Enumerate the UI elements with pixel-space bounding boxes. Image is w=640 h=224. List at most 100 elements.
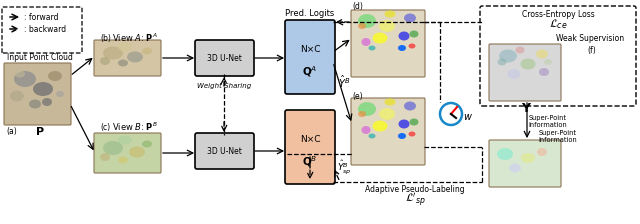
Text: (f): (f) xyxy=(587,45,596,54)
Ellipse shape xyxy=(118,136,132,144)
Text: Super-Point
Information: Super-Point Information xyxy=(529,114,568,127)
FancyBboxPatch shape xyxy=(285,20,335,94)
Ellipse shape xyxy=(537,148,547,156)
Text: (e): (e) xyxy=(352,91,363,101)
Text: View $A$: $\mathbf{P}^A$: View $A$: $\mathbf{P}^A$ xyxy=(112,32,158,44)
Text: Weak Supervision: Weak Supervision xyxy=(556,34,624,43)
FancyBboxPatch shape xyxy=(4,63,71,125)
Ellipse shape xyxy=(14,71,36,87)
Ellipse shape xyxy=(385,99,396,106)
Text: $\mathbf{Y}$: $\mathbf{Y}$ xyxy=(522,101,532,114)
Ellipse shape xyxy=(362,38,371,46)
Text: 3D U-Net: 3D U-Net xyxy=(207,54,241,62)
Text: $\mathbf{Q}^B$: $\mathbf{Q}^B$ xyxy=(302,155,317,169)
Text: (b): (b) xyxy=(100,34,111,43)
Ellipse shape xyxy=(499,50,517,62)
Ellipse shape xyxy=(508,69,520,79)
Ellipse shape xyxy=(385,11,396,17)
Text: $\hat{Y}^B_{sp}$: $\hat{Y}^B_{sp}$ xyxy=(337,158,351,176)
Text: Cross-Entropy Loss: Cross-Entropy Loss xyxy=(522,9,595,19)
Ellipse shape xyxy=(103,141,123,155)
Ellipse shape xyxy=(410,30,419,37)
Ellipse shape xyxy=(520,58,536,69)
Ellipse shape xyxy=(544,59,552,65)
Ellipse shape xyxy=(497,58,506,65)
Ellipse shape xyxy=(379,20,395,32)
Ellipse shape xyxy=(100,57,110,65)
Ellipse shape xyxy=(362,126,371,134)
Ellipse shape xyxy=(410,118,419,125)
Ellipse shape xyxy=(56,91,64,97)
Text: Adaptive Pseudo-Labeling: Adaptive Pseudo-Labeling xyxy=(365,185,465,194)
FancyBboxPatch shape xyxy=(285,110,335,184)
Ellipse shape xyxy=(33,82,53,96)
FancyBboxPatch shape xyxy=(195,40,254,76)
Ellipse shape xyxy=(536,50,548,58)
FancyBboxPatch shape xyxy=(480,6,636,106)
Text: $\mathbf{P}$: $\mathbf{P}$ xyxy=(35,125,45,137)
Text: $\mathbf{Q}^A$: $\mathbf{Q}^A$ xyxy=(302,65,317,79)
Text: Super-Point
Information: Super-Point Information xyxy=(539,129,577,142)
Ellipse shape xyxy=(129,146,145,157)
Ellipse shape xyxy=(358,14,376,28)
Ellipse shape xyxy=(539,68,549,76)
Ellipse shape xyxy=(358,111,366,117)
Text: N×C: N×C xyxy=(300,134,320,144)
Ellipse shape xyxy=(398,45,406,51)
Ellipse shape xyxy=(398,133,406,139)
Ellipse shape xyxy=(48,71,62,81)
Ellipse shape xyxy=(142,47,152,54)
Ellipse shape xyxy=(142,140,152,147)
Ellipse shape xyxy=(509,164,521,172)
Ellipse shape xyxy=(369,45,376,50)
Text: $\mathcal{L}'_{sp}$: $\mathcal{L}'_{sp}$ xyxy=(404,191,426,209)
Ellipse shape xyxy=(372,121,387,131)
Ellipse shape xyxy=(103,47,123,60)
Ellipse shape xyxy=(369,134,376,138)
FancyBboxPatch shape xyxy=(351,98,425,165)
Text: : backward: : backward xyxy=(24,24,66,34)
Ellipse shape xyxy=(521,153,535,163)
Ellipse shape xyxy=(100,153,110,161)
Text: N×C: N×C xyxy=(300,45,320,54)
Ellipse shape xyxy=(118,157,128,164)
Text: (d): (d) xyxy=(352,2,363,11)
FancyBboxPatch shape xyxy=(489,44,561,101)
Ellipse shape xyxy=(497,148,513,160)
Text: : forward: : forward xyxy=(24,13,58,22)
Ellipse shape xyxy=(118,60,128,67)
Ellipse shape xyxy=(358,102,376,116)
Ellipse shape xyxy=(372,32,387,43)
Text: 3D U-Net: 3D U-Net xyxy=(207,146,241,155)
Ellipse shape xyxy=(10,90,24,101)
FancyBboxPatch shape xyxy=(2,7,82,53)
Ellipse shape xyxy=(42,98,52,106)
Text: $\hat{Y}^B$: $\hat{Y}^B$ xyxy=(338,74,350,90)
FancyBboxPatch shape xyxy=(489,140,561,187)
FancyBboxPatch shape xyxy=(351,10,425,77)
FancyBboxPatch shape xyxy=(195,133,254,169)
Ellipse shape xyxy=(358,23,366,29)
Text: $\mathcal{L}_{ce}$: $\mathcal{L}_{ce}$ xyxy=(548,17,567,31)
Ellipse shape xyxy=(404,13,416,22)
Ellipse shape xyxy=(15,71,25,78)
Ellipse shape xyxy=(408,131,415,136)
Text: (c): (c) xyxy=(100,123,110,131)
Ellipse shape xyxy=(515,47,525,54)
Ellipse shape xyxy=(29,99,41,108)
Text: Input Point Cloud: Input Point Cloud xyxy=(7,52,73,62)
Circle shape xyxy=(440,103,462,125)
Text: View $B$: $\mathbf{P}^B$: View $B$: $\mathbf{P}^B$ xyxy=(112,121,158,133)
Ellipse shape xyxy=(118,43,132,52)
Text: Pred. Logits: Pred. Logits xyxy=(285,9,335,17)
Text: Weight Sharing: Weight Sharing xyxy=(197,83,251,89)
Text: w: w xyxy=(463,112,471,122)
Ellipse shape xyxy=(399,119,410,129)
Ellipse shape xyxy=(379,108,395,120)
Ellipse shape xyxy=(408,43,415,49)
FancyBboxPatch shape xyxy=(94,40,161,76)
Ellipse shape xyxy=(399,32,410,41)
Ellipse shape xyxy=(404,101,416,110)
Ellipse shape xyxy=(127,52,143,62)
FancyBboxPatch shape xyxy=(94,133,161,173)
